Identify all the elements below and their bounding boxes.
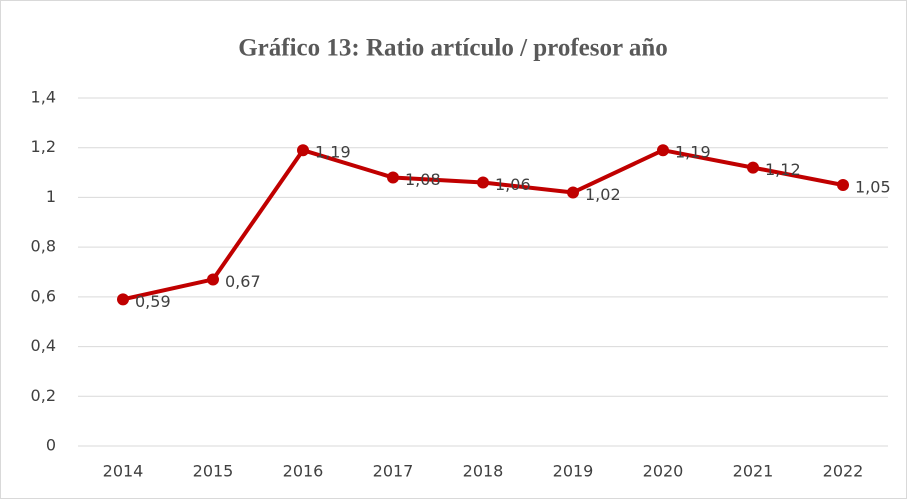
x-tick-label: 2016: [283, 462, 324, 481]
x-tick-label: 2017: [373, 462, 414, 481]
x-tick-label: 2015: [193, 462, 234, 481]
data-label: 1,19: [315, 143, 351, 162]
x-tick-label: 2022: [823, 462, 864, 481]
data-label: 0,67: [225, 272, 261, 291]
data-label: 1,05: [855, 178, 891, 197]
y-tick-label: 1: [46, 187, 56, 206]
x-tick-label: 2018: [463, 462, 504, 481]
marker: [477, 176, 489, 189]
marker: [837, 179, 849, 191]
y-tick-label: 1,2: [31, 137, 56, 156]
x-tick-label: 2021: [733, 462, 774, 481]
chart-title: Gráfico 13: Ratio artículo / profesor añ…: [238, 35, 668, 62]
x-tick-label: 2019: [553, 462, 594, 481]
x-tick-label: 2020: [643, 462, 684, 481]
y-tick-label: 0,4: [31, 336, 56, 355]
data-label: 1,06: [495, 175, 531, 194]
y-tick-label: 1,4: [31, 88, 56, 107]
marker: [117, 293, 129, 306]
x-tick-label: 2014: [103, 462, 144, 481]
y-tick-label: 0: [46, 436, 56, 455]
marker: [207, 273, 219, 286]
data-label: 1,08: [405, 170, 441, 189]
y-tick-label: 0,8: [31, 237, 56, 256]
data-label: 0,59: [135, 292, 171, 311]
marker: [387, 171, 399, 184]
marker: [297, 144, 309, 157]
y-tick-label: 0,6: [31, 286, 56, 305]
data-label: 1,12: [765, 160, 801, 179]
marker: [657, 144, 669, 157]
marker: [567, 186, 579, 199]
marker: [747, 161, 759, 174]
data-label: 1,02: [585, 185, 621, 204]
data-label: 1,19: [675, 143, 711, 162]
y-tick-label: 0,2: [31, 386, 56, 405]
